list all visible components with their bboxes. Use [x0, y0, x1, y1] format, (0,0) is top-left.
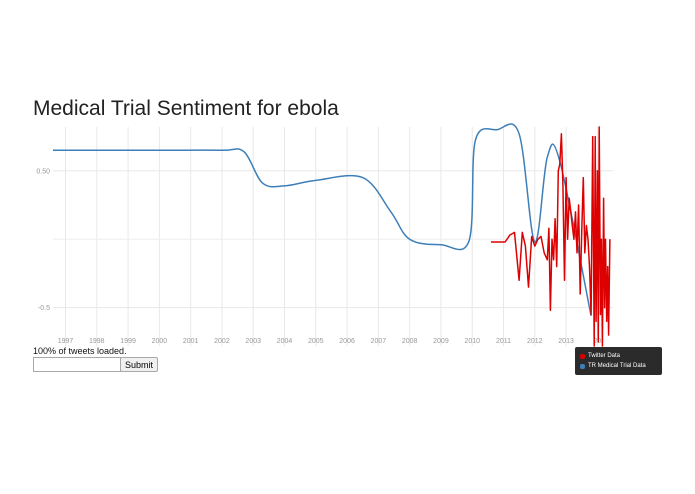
x-tick-label: 2010	[464, 338, 480, 345]
axes: 1997 1998 1999 2000 2001 2002 2003 2004 2005 2006…	[36, 168, 601, 345]
legend-label-twitter: Twitter Data	[588, 353, 621, 359]
x-tick-label: 2006	[339, 338, 355, 345]
x-tick-label: 2007	[371, 338, 387, 345]
legend-swatch-tr-medical	[580, 363, 585, 369]
x-tick-label: 1997	[58, 338, 74, 345]
x-tick-label: 2008	[402, 338, 418, 345]
x-tick-label: 20	[593, 338, 601, 345]
x-tick-label: 2012	[527, 338, 543, 345]
y-tick-label: -0.5	[38, 305, 50, 312]
x-tick-label: 2004	[277, 338, 293, 345]
legend-item-tr-medical[interactable]: TR Medical Trial Data	[580, 363, 646, 369]
legend: Twitter Data TR Medical Trial Data	[575, 347, 662, 375]
x-tick-label: 2013	[558, 338, 574, 345]
x-tick-label: 2000	[152, 338, 168, 345]
submit-button[interactable]: Submit	[120, 357, 159, 372]
load-status: 100% of tweets loaded.	[33, 346, 127, 356]
x-tick-label: 1999	[120, 338, 136, 345]
series-line-tr-medical-trial-data	[52, 123, 592, 317]
legend-swatch-twitter	[580, 353, 585, 359]
x-tick-label: 1998	[89, 338, 105, 345]
legend-label-tr-medical: TR Medical Trial Data	[588, 363, 646, 369]
x-tick-label: 2002	[214, 338, 230, 345]
x-tick-label: 2009	[433, 338, 449, 345]
y-tick-label: 0.50	[36, 168, 50, 175]
plot-background	[53, 127, 613, 346]
chart-title: Medical Trial Sentiment for ebola	[33, 97, 339, 120]
search-input[interactable]	[33, 357, 121, 372]
series-line-twitter-data	[491, 126, 611, 347]
x-tick-label: 2011	[496, 338, 511, 345]
series-layer	[52, 123, 611, 347]
grid	[53, 127, 613, 346]
x-tick-label: 2005	[308, 338, 324, 345]
legend-item-twitter[interactable]: Twitter Data	[580, 353, 620, 359]
x-tick-label: 2003	[245, 338, 261, 345]
x-tick-label: 2001	[183, 338, 199, 345]
